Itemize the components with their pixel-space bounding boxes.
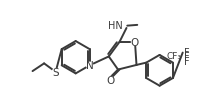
Text: F: F bbox=[184, 47, 190, 57]
Circle shape bbox=[87, 63, 93, 69]
Text: F: F bbox=[184, 57, 190, 67]
Text: N: N bbox=[86, 61, 94, 71]
Text: F: F bbox=[184, 52, 190, 62]
Text: O: O bbox=[131, 38, 139, 47]
Text: CF₃: CF₃ bbox=[166, 52, 181, 61]
Circle shape bbox=[52, 69, 59, 75]
Circle shape bbox=[131, 39, 138, 46]
Text: HN: HN bbox=[108, 21, 123, 31]
Text: O: O bbox=[106, 76, 114, 86]
Text: S: S bbox=[52, 67, 59, 77]
Circle shape bbox=[106, 77, 114, 84]
